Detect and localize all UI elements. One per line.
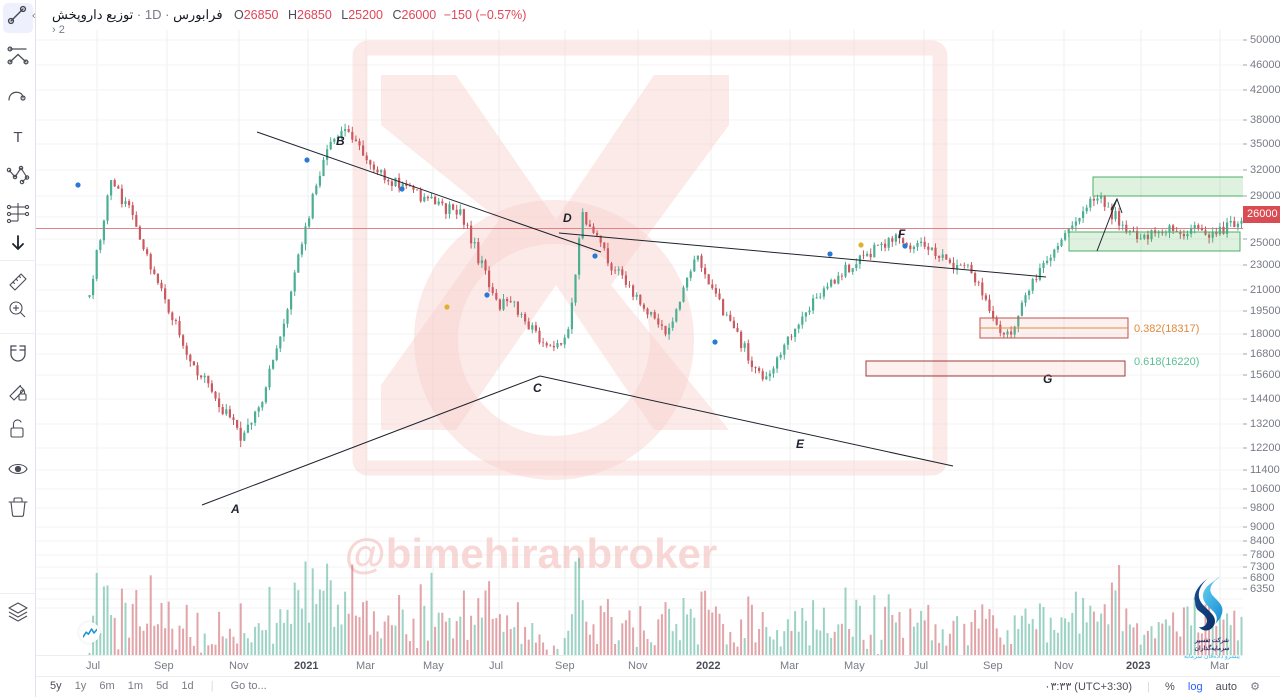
- svg-text:0.382(18317): 0.382(18317): [1134, 323, 1199, 335]
- svg-text:13200: 13200: [1250, 418, 1280, 430]
- svg-text:B: B: [336, 134, 345, 148]
- svg-text:T: T: [13, 129, 22, 146]
- svg-text:38000: 38000: [1250, 114, 1280, 126]
- svg-text:9800: 9800: [1250, 502, 1274, 514]
- svg-text:7800: 7800: [1250, 549, 1274, 561]
- svg-text:E: E: [796, 437, 805, 451]
- svg-text:D: D: [563, 211, 572, 225]
- svg-text:42000: 42000: [1250, 84, 1280, 96]
- svg-text:11400: 11400: [1250, 464, 1280, 476]
- svg-text:50000: 50000: [1250, 34, 1280, 46]
- svg-text:16800: 16800: [1250, 348, 1280, 360]
- svg-text:0.618(16220): 0.618(16220): [1134, 356, 1199, 368]
- svg-text:29000: 29000: [1250, 190, 1280, 202]
- svg-text:21000: 21000: [1250, 284, 1280, 296]
- svg-text:F: F: [898, 227, 906, 241]
- svg-text:9000: 9000: [1250, 521, 1274, 533]
- svg-text:14400: 14400: [1250, 393, 1280, 405]
- svg-text:8400: 8400: [1250, 535, 1274, 547]
- svg-text:A: A: [230, 502, 240, 516]
- svg-text:6350: 6350: [1250, 583, 1274, 595]
- svg-text:46000: 46000: [1250, 59, 1280, 71]
- svg-text:19500: 19500: [1250, 305, 1280, 317]
- svg-text:32000: 32000: [1250, 164, 1280, 176]
- svg-text:C: C: [533, 381, 542, 395]
- svg-text:12200: 12200: [1250, 442, 1280, 454]
- svg-text:25000: 25000: [1250, 237, 1280, 249]
- svg-text:10600: 10600: [1250, 483, 1280, 495]
- svg-text:35000: 35000: [1250, 138, 1280, 150]
- svg-text:15600: 15600: [1250, 369, 1280, 381]
- svg-text:23000: 23000: [1250, 259, 1280, 271]
- svg-text:18000: 18000: [1250, 328, 1280, 340]
